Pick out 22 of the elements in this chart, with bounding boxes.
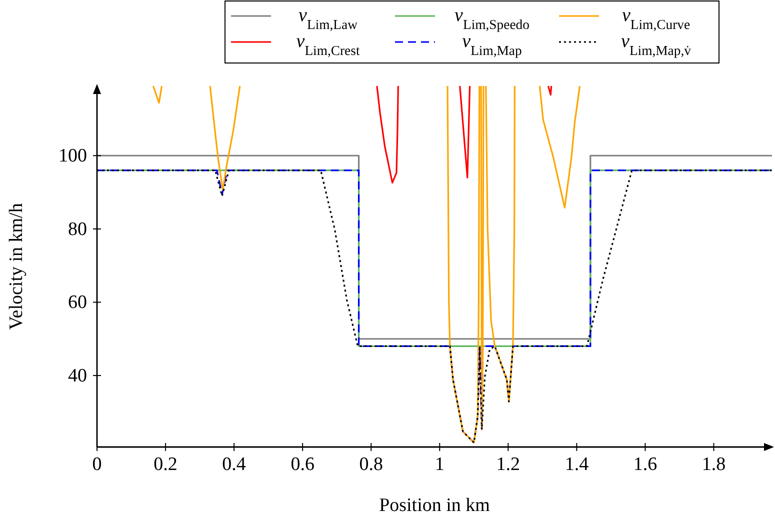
y-tick-label: 60	[68, 292, 87, 314]
legend-label: v$_{Lim,Law}$	[298, 5, 358, 32]
y-tick-label: 100	[58, 146, 87, 167]
x-tick-label: 1.4	[564, 454, 590, 475]
y-axis-title: Velocity in km/h	[6, 202, 27, 330]
legend-label: v$_{Lim,Map}$	[462, 31, 522, 58]
y-tick-label: 80	[68, 218, 87, 240]
legend-label: v$_{Lim,Speedo}$	[454, 5, 530, 32]
legend-label: v$_{Lim,Curve}$	[622, 5, 690, 32]
y-tick-label: 40	[68, 366, 87, 387]
x-tick-label: 1	[434, 454, 444, 475]
x-tick-label: 0.6	[290, 454, 314, 475]
legend-label: v$_{Lim,Crest}$	[296, 31, 360, 58]
x-tick-label: 1.2	[496, 454, 520, 475]
x-tick-label: 1.8	[702, 454, 726, 475]
x-tick-label: 0.2	[154, 454, 178, 475]
legend-label: v$_{Lim,Map,v̇}$	[621, 31, 692, 58]
x-axis-title: Position in km	[379, 495, 490, 516]
x-tick-label: 0	[92, 454, 102, 475]
x-tick-label: 0.8	[359, 454, 383, 475]
x-tick-label: 0.4	[222, 454, 246, 475]
x-tick-label: 1.6	[633, 454, 658, 475]
